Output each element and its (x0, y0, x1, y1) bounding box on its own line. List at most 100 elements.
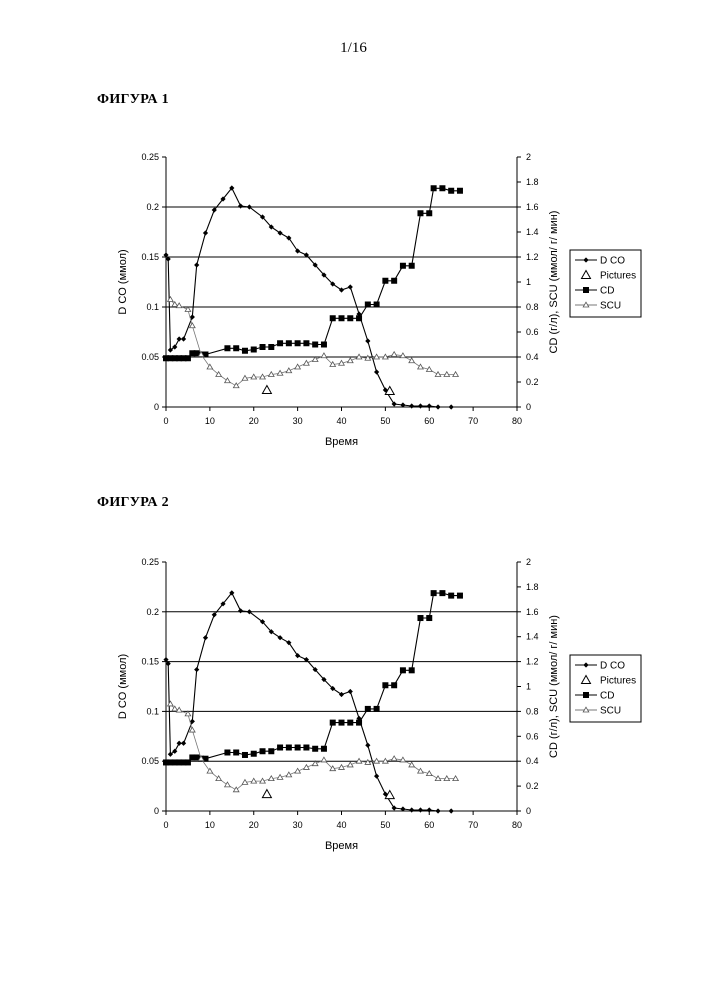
y-right-tick-label: 0 (526, 402, 531, 412)
cd-point (339, 315, 345, 321)
x-tick-label: 80 (512, 416, 522, 426)
scu-point (321, 757, 327, 762)
cd-point (374, 706, 380, 712)
cd-point (242, 752, 248, 758)
cd-point (439, 590, 445, 596)
y-left-tick-label: 0.05 (141, 756, 159, 766)
d-co-point (409, 403, 414, 408)
d-co-point (427, 403, 432, 408)
cd-series-line (166, 188, 460, 358)
y-axis-left-label: D CO (ммол) (117, 249, 129, 314)
d-co-point (348, 689, 353, 694)
y-right-tick-label: 0.4 (526, 352, 539, 362)
scu-point (304, 765, 310, 770)
y-right-tick-label: 1.4 (526, 227, 539, 237)
legend-label-cd: CD (600, 691, 614, 702)
x-tick-label: 0 (163, 416, 168, 426)
scu-point (418, 364, 424, 369)
y-right-tick-label: 1.6 (526, 202, 539, 212)
cd-point (426, 615, 432, 621)
y-left-tick-label: 0.2 (146, 607, 159, 617)
y-left-tick-label: 0.15 (141, 252, 159, 262)
y-right-tick-label: 2 (526, 152, 531, 162)
cd-point (224, 749, 230, 755)
d-co-point (449, 808, 454, 813)
cd-point (448, 188, 454, 194)
y-right-tick-label: 1 (526, 277, 531, 287)
x-tick-label: 10 (205, 820, 215, 830)
cd-series-line (166, 593, 460, 762)
scu-point (295, 364, 301, 369)
y-right-tick-label: 0.6 (526, 327, 539, 337)
cd-point (224, 345, 230, 351)
x-tick-label: 40 (336, 416, 346, 426)
cd-point (391, 278, 397, 284)
cd-point (356, 315, 362, 321)
cd-point (347, 315, 353, 321)
cd-point (277, 340, 283, 346)
legend-marker-cd (583, 692, 589, 698)
cd-point (439, 185, 445, 191)
cd-point (251, 751, 257, 757)
cd-point (286, 745, 292, 751)
d-co-point (409, 807, 414, 812)
figure-1-chart: 0102030405060708000.050.10.150.20.2500.2… (0, 140, 707, 510)
d-co-point (203, 635, 208, 640)
x-tick-label: 40 (336, 820, 346, 830)
cd-point (277, 745, 283, 751)
cd-point (251, 347, 257, 353)
x-tick-label: 50 (380, 416, 390, 426)
cd-point (295, 745, 301, 751)
cd-point (409, 263, 415, 269)
scu-point (321, 353, 327, 358)
cd-point (321, 746, 327, 752)
d-co-point (449, 404, 454, 409)
y-axis-right-label: CD (г/л), SCU (ммол/ г/ мин) (548, 211, 560, 354)
x-tick-label: 30 (293, 820, 303, 830)
x-tick-label: 60 (424, 820, 434, 830)
scu-point (190, 323, 196, 328)
cd-point (339, 720, 345, 726)
cd-point (312, 342, 318, 348)
cd-point (365, 706, 371, 712)
cd-point (365, 302, 371, 308)
scu-point (207, 768, 213, 773)
cd-point (260, 748, 266, 754)
x-tick-label: 60 (424, 416, 434, 426)
cd-point (295, 340, 301, 346)
scu-point (391, 352, 397, 357)
y-axis-right-label: CD (г/л), SCU (ммол/ г/ мин) (548, 615, 560, 758)
cd-point (330, 720, 336, 726)
y-left-tick-label: 0 (154, 806, 159, 816)
legend-label-scu: SCU (600, 706, 621, 717)
d-co-point (348, 284, 353, 289)
x-axis-label: Время (325, 840, 358, 852)
x-tick-label: 70 (468, 820, 478, 830)
y-right-tick-label: 0.8 (526, 302, 539, 312)
pictures-point (262, 790, 271, 798)
cd-point (409, 667, 415, 673)
x-axis-label: Время (325, 436, 358, 448)
cd-point (457, 593, 463, 599)
d-co-point (194, 667, 199, 672)
figure-2-chart: 0102030405060708000.050.10.150.20.2500.2… (0, 545, 707, 915)
y-left-tick-label: 0.25 (141, 152, 159, 162)
scu-point (409, 762, 415, 767)
cd-point (374, 302, 380, 308)
scu-point (409, 358, 415, 363)
legend-label-pictures: Pictures (600, 271, 636, 282)
scu-point (225, 378, 231, 383)
cd-point (330, 315, 336, 321)
y-left-tick-label: 0.05 (141, 352, 159, 362)
d-co-point (181, 336, 186, 341)
legend-label-d-co: D CO (600, 661, 625, 672)
y-left-tick-label: 0.1 (146, 706, 159, 716)
cd-point (233, 749, 239, 755)
cd-point (303, 745, 309, 751)
d-co-series-line (166, 188, 451, 407)
y-right-tick-label: 0.8 (526, 706, 539, 716)
legend-label-pictures: Pictures (600, 676, 636, 687)
scu-point (347, 762, 353, 767)
d-co-point (435, 808, 440, 813)
y-left-tick-label: 0.25 (141, 557, 159, 567)
